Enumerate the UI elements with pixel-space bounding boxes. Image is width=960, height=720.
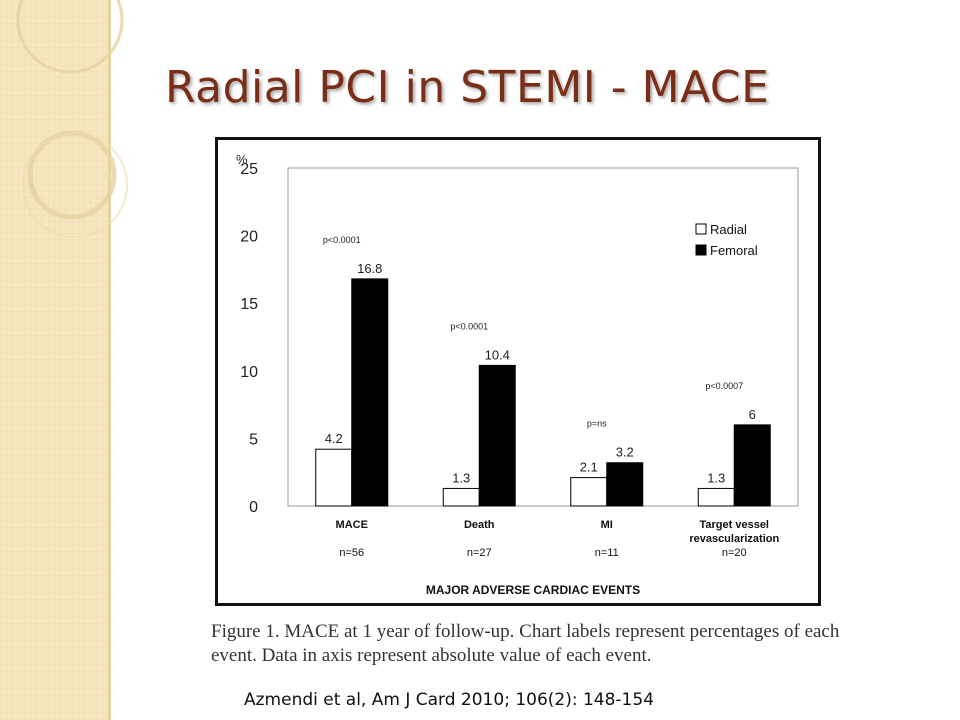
data-label-femoral: 6	[749, 407, 756, 422]
y-tick-label: 10	[240, 364, 258, 381]
y-tick-label: 20	[240, 229, 258, 246]
y-tick-label: 15	[240, 296, 258, 313]
x-tick-label: Target vessel	[699, 519, 769, 531]
bar-radial	[315, 448, 353, 507]
sidebar-edge	[108, 0, 111, 720]
bar-femoral	[351, 278, 389, 507]
data-label-radial: 1.3	[452, 470, 470, 485]
data-label-femoral: 10.4	[485, 347, 510, 362]
decorative-circles	[16, 0, 128, 238]
data-label-radial: 2.1	[580, 460, 598, 475]
bar-femoral	[733, 424, 771, 507]
sample-size-label: n=11	[595, 547, 619, 559]
sample-size-label: n=56	[339, 547, 364, 559]
figure-frame: % 0 5 10 15 20 25 4.2 16.8 p<0.0001 MACE n=56 1.3 10.…	[215, 137, 821, 606]
data-label-radial: 4.2	[325, 431, 343, 446]
x-tick-label: MI	[601, 519, 613, 531]
p-value-annotation: p<0.0001	[323, 235, 361, 245]
data-label-radial: 1.3	[707, 470, 725, 485]
citation: Azmendi et al, Am J Card 2010; 106(2): 1…	[244, 690, 655, 710]
sample-size-label: n=20	[722, 547, 747, 559]
x-axis-label: MAJOR ADVERSE CARDIAC EVENTS	[426, 583, 640, 597]
plot-area-frame	[287, 167, 799, 507]
legend-label-femoral: Femoral	[710, 243, 758, 258]
p-value-annotation: p=ns	[587, 419, 607, 429]
legend-swatch-femoral	[695, 244, 707, 256]
sidebar-panel	[0, 0, 108, 720]
y-axis-label: %	[236, 152, 248, 167]
x-tick-label: revascularization	[689, 533, 779, 545]
legend-swatch-radial	[695, 223, 707, 235]
bar-radial	[697, 487, 735, 507]
bar-chart: % 0 5 10 15 20 25 4.2 16.8 p<0.0001 MACE n=56 1.3 10.…	[236, 152, 799, 597]
bar-femoral	[606, 462, 644, 507]
data-label-femoral: 16.8	[357, 261, 382, 276]
bar-radial	[442, 487, 480, 507]
x-tick-label: Death	[464, 519, 495, 531]
legend-label-radial: Radial	[710, 222, 747, 237]
p-value-annotation: p<0.0001	[450, 321, 488, 331]
figure-caption: Figure 1. MACE at 1 year of follow-up. C…	[211, 621, 840, 666]
slide-title: Radial PCI in STEMI - MACE	[165, 62, 770, 113]
x-tick-label: MACE	[336, 519, 368, 531]
data-label-femoral: 3.2	[616, 445, 634, 460]
y-tick-label: 0	[249, 499, 258, 516]
y-tick-label: 5	[249, 431, 258, 448]
sample-size-label: n=27	[467, 547, 492, 559]
p-value-annotation: p<0.0007	[705, 381, 743, 391]
bar-femoral	[478, 364, 516, 507]
y-tick-label: 25	[240, 161, 258, 178]
bar-radial	[570, 477, 608, 507]
